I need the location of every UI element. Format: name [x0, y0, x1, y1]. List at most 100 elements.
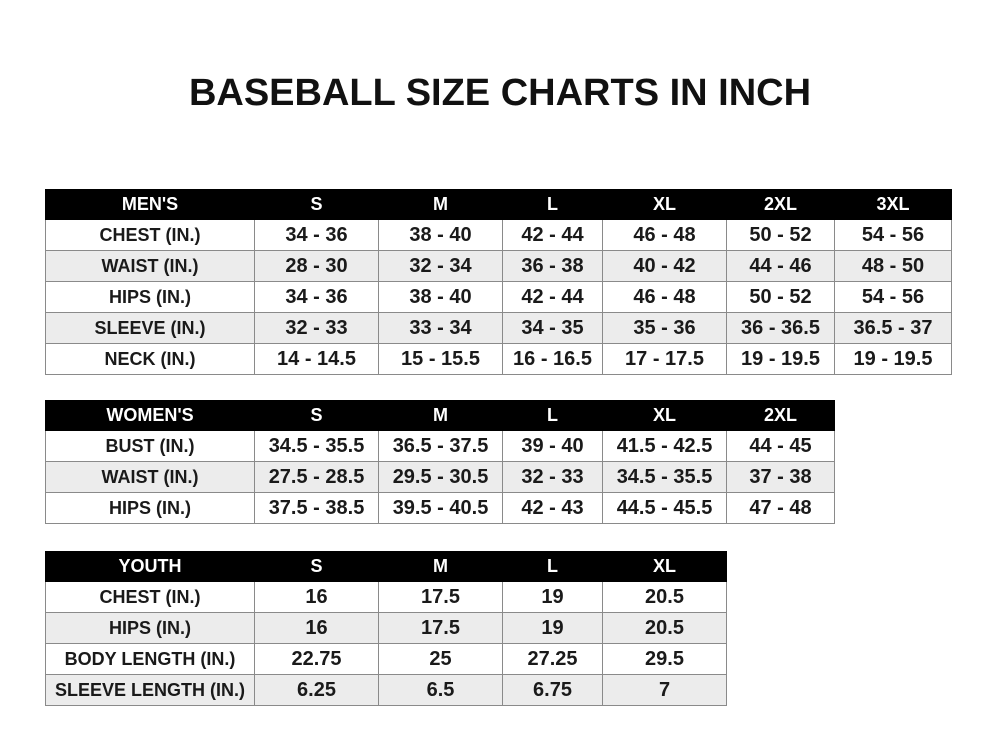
- size-value-cell: 19: [502, 612, 603, 644]
- measurement-label: WAIST (IN.): [45, 250, 255, 282]
- table-row: WAIST (IN.) 27.5 - 28.5 29.5 - 30.5 32 - 33…: [45, 461, 835, 493]
- size-header: 3XL: [834, 189, 952, 220]
- measurement-label: WAIST (IN.): [45, 461, 255, 493]
- table-row: SLEEVE (IN.) 32 - 33 33 - 34 34 - 35 35 - 36…: [45, 312, 952, 344]
- size-value-cell: 42 - 43: [502, 492, 603, 524]
- mens-size-table: MEN'S S M L XL 2XL 3XL CHEST (IN.) 34 - 36 38 - 4…: [45, 189, 952, 375]
- size-value-cell: 6.5: [378, 674, 503, 706]
- size-value-cell: 29.5: [602, 643, 727, 675]
- table-row: CHEST (IN.) 34 - 36 38 - 40 42 - 44 46 - 48 5…: [45, 219, 952, 251]
- size-value-cell: 32 - 34: [378, 250, 503, 282]
- size-value-cell: 17 - 17.5: [602, 343, 727, 375]
- size-value-cell: 34 - 35: [502, 312, 603, 344]
- table-row: HIPS (IN.) 34 - 36 38 - 40 42 - 44 46 - 48 50…: [45, 281, 952, 313]
- measurement-label: HIPS (IN.): [45, 281, 255, 313]
- size-value-cell: 17.5: [378, 581, 503, 613]
- size-value-cell: 17.5: [378, 612, 503, 644]
- size-value-cell: 19: [502, 581, 603, 613]
- size-value-cell: 22.75: [254, 643, 379, 675]
- size-value-cell: 35 - 36: [602, 312, 727, 344]
- measurement-label: SLEEVE (IN.): [45, 312, 255, 344]
- size-value-cell: 41.5 - 42.5: [602, 430, 727, 462]
- measurement-label: BODY LENGTH (IN.): [45, 643, 255, 675]
- table-header-row: YOUTH S M L XL: [45, 551, 727, 582]
- size-value-cell: 20.5: [602, 581, 727, 613]
- size-header: L: [502, 551, 603, 582]
- size-value-cell: 54 - 56: [834, 281, 952, 313]
- size-value-cell: 19 - 19.5: [834, 343, 952, 375]
- table-row: CHEST (IN.) 16 17.5 19 20.5: [45, 581, 727, 613]
- size-value-cell: 50 - 52: [726, 219, 835, 251]
- size-value-cell: 36 - 38: [502, 250, 603, 282]
- size-value-cell: 15 - 15.5: [378, 343, 503, 375]
- size-header: S: [254, 189, 379, 220]
- size-header: M: [378, 189, 503, 220]
- size-value-cell: 27.25: [502, 643, 603, 675]
- size-value-cell: 44 - 45: [726, 430, 835, 462]
- size-value-cell: 7: [602, 674, 727, 706]
- table-row: BODY LENGTH (IN.) 22.75 25 27.25 29.5: [45, 643, 727, 675]
- size-value-cell: 33 - 34: [378, 312, 503, 344]
- size-value-cell: 36 - 36.5: [726, 312, 835, 344]
- table-header-row: MEN'S S M L XL 2XL 3XL: [45, 189, 952, 220]
- size-value-cell: 16: [254, 581, 379, 613]
- measurement-label: HIPS (IN.): [45, 492, 255, 524]
- size-value-cell: 38 - 40: [378, 219, 503, 251]
- size-value-cell: 37 - 38: [726, 461, 835, 493]
- size-value-cell: 54 - 56: [834, 219, 952, 251]
- size-header: 2XL: [726, 189, 835, 220]
- size-value-cell: 47 - 48: [726, 492, 835, 524]
- youth-size-table: YOUTH S M L XL CHEST (IN.) 16 17.5 19 20.5 HIPS (I…: [45, 551, 727, 706]
- size-value-cell: 6.75: [502, 674, 603, 706]
- table-row: HIPS (IN.) 16 17.5 19 20.5: [45, 612, 727, 644]
- size-value-cell: 19 - 19.5: [726, 343, 835, 375]
- size-value-cell: 28 - 30: [254, 250, 379, 282]
- size-value-cell: 46 - 48: [602, 281, 727, 313]
- size-value-cell: 32 - 33: [254, 312, 379, 344]
- size-header: L: [502, 400, 603, 431]
- measurement-label: CHEST (IN.): [45, 581, 255, 613]
- measurement-label: HIPS (IN.): [45, 612, 255, 644]
- size-header: XL: [602, 189, 727, 220]
- size-value-cell: 37.5 - 38.5: [254, 492, 379, 524]
- table-header-row: WOMEN'S S M L XL 2XL: [45, 400, 835, 431]
- size-value-cell: 34 - 36: [254, 219, 379, 251]
- size-value-cell: 36.5 - 37.5: [378, 430, 503, 462]
- category-header: YOUTH: [45, 551, 255, 582]
- size-header: XL: [602, 551, 727, 582]
- size-value-cell: 25: [378, 643, 503, 675]
- measurement-label: SLEEVE LENGTH (IN.): [45, 674, 255, 706]
- size-value-cell: 20.5: [602, 612, 727, 644]
- size-value-cell: 6.25: [254, 674, 379, 706]
- size-value-cell: 42 - 44: [502, 219, 603, 251]
- size-value-cell: 36.5 - 37: [834, 312, 952, 344]
- size-value-cell: 39.5 - 40.5: [378, 492, 503, 524]
- size-value-cell: 16: [254, 612, 379, 644]
- size-value-cell: 16 - 16.5: [502, 343, 603, 375]
- size-value-cell: 34.5 - 35.5: [254, 430, 379, 462]
- size-header: 2XL: [726, 400, 835, 431]
- size-header: M: [378, 551, 503, 582]
- size-value-cell: 32 - 33: [502, 461, 603, 493]
- page-title: BASEBALL SIZE CHARTS IN INCH: [188, 72, 812, 114]
- size-header: XL: [602, 400, 727, 431]
- category-header: MEN'S: [45, 189, 255, 220]
- measurement-label: BUST (IN.): [45, 430, 255, 462]
- size-value-cell: 42 - 44: [502, 281, 603, 313]
- size-header: L: [502, 189, 603, 220]
- table-row: BUST (IN.) 34.5 - 35.5 36.5 - 37.5 39 - 40 4…: [45, 430, 835, 462]
- size-header: S: [254, 551, 379, 582]
- size-value-cell: 48 - 50: [834, 250, 952, 282]
- size-header: M: [378, 400, 503, 431]
- size-value-cell: 34 - 36: [254, 281, 379, 313]
- size-value-cell: 27.5 - 28.5: [254, 461, 379, 493]
- size-value-cell: 50 - 52: [726, 281, 835, 313]
- size-value-cell: 44 - 46: [726, 250, 835, 282]
- womens-size-table: WOMEN'S S M L XL 2XL BUST (IN.) 34.5 - 35.5 36.5…: [45, 400, 835, 524]
- size-value-cell: 38 - 40: [378, 281, 503, 313]
- table-row: NECK (IN.) 14 - 14.5 15 - 15.5 16 - 16.5 17 …: [45, 343, 952, 375]
- table-row: WAIST (IN.) 28 - 30 32 - 34 36 - 38 40 - 42 4…: [45, 250, 952, 282]
- table-row: HIPS (IN.) 37.5 - 38.5 39.5 - 40.5 42 - 43 4…: [45, 492, 835, 524]
- table-row: SLEEVE LENGTH (IN.) 6.25 6.5 6.75 7: [45, 674, 727, 706]
- category-header: WOMEN'S: [45, 400, 255, 431]
